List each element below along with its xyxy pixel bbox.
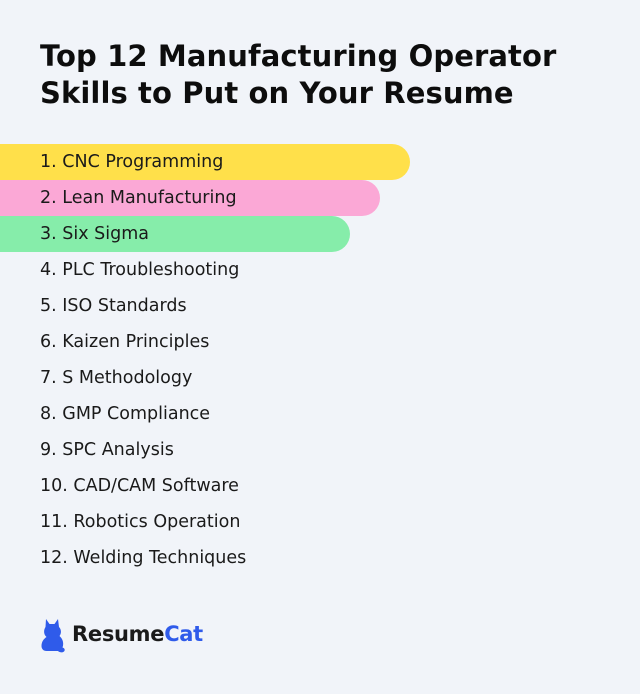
brand-name-part2: Cat (164, 622, 203, 646)
list-item: 12. Welding Techniques (0, 540, 640, 576)
list-item: 9. SPC Analysis (0, 432, 640, 468)
highlight-bar (0, 216, 350, 252)
page-title-line-1: Top 12 Manufacturing Operator (40, 39, 557, 73)
page-title-line-2: Skills to Put on Your Resume (40, 76, 514, 110)
highlight-bar (0, 180, 380, 216)
brand-name-part1: Resume (72, 622, 165, 646)
list-item: 2. Lean Manufacturing (0, 180, 640, 216)
skill-label: 11. Robotics Operation (40, 512, 241, 532)
skill-label: 10. CAD/CAM Software (40, 476, 239, 496)
highlight-bar (0, 144, 410, 180)
skill-label: 7. S Methodology (40, 368, 193, 388)
cat-icon (41, 619, 65, 653)
skill-label: 12. Welding Techniques (40, 548, 247, 568)
skill-label: 9. SPC Analysis (40, 440, 174, 460)
skill-label: 8. GMP Compliance (40, 404, 211, 424)
list-item: 7. S Methodology (0, 360, 640, 396)
skill-label: 5. ISO Standards (40, 296, 187, 316)
list-item: 1. CNC Programming (0, 144, 640, 180)
list-item: 11. Robotics Operation (0, 504, 640, 540)
resumecat-logo: ResumeCat (40, 614, 203, 654)
skill-label: 3. Six Sigma (40, 224, 149, 244)
list-item: 10. CAD/CAM Software (0, 468, 640, 504)
list-item: 5. ISO Standards (0, 288, 640, 324)
list-item: 4. PLC Troubleshooting (0, 252, 640, 288)
list-item: 6. Kaizen Principles (0, 324, 640, 360)
skill-label: 4. PLC Troubleshooting (40, 260, 240, 280)
skills-list: 1. CNC Programming 2. Lean Manufacturing… (0, 144, 640, 576)
skill-label: 2. Lean Manufacturing (40, 188, 237, 208)
list-item: 8. GMP Compliance (0, 396, 640, 432)
skill-label: 6. Kaizen Principles (40, 332, 210, 352)
page-title: Top 12 Manufacturing Operator Skills to … (40, 38, 620, 112)
skill-label: 1. CNC Programming (40, 152, 224, 172)
list-item: 3. Six Sigma (0, 216, 640, 252)
brand-name: ResumeCat (72, 622, 203, 646)
